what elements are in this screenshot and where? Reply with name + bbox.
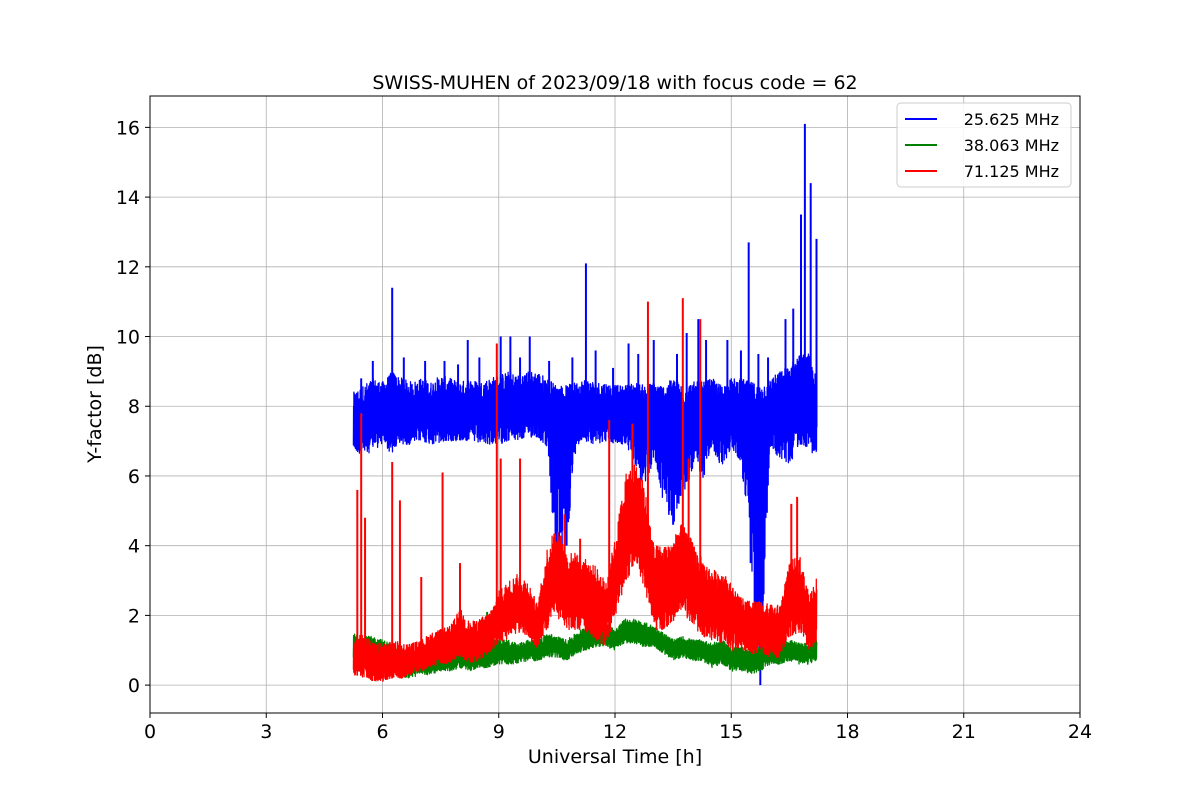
series-trace	[352, 353, 818, 668]
x-tick-label: 18	[835, 721, 859, 743]
y-tick-label: 16	[116, 117, 140, 139]
legend-label: 25.625 MHz	[964, 110, 1059, 129]
chart-title: SWISS-MUHEN of 2023/09/18 with focus cod…	[372, 72, 857, 94]
y-axis-label: Y-factor [dB]	[84, 345, 106, 464]
series-71-125-mhz	[352, 298, 818, 682]
y-tick-label: 6	[128, 466, 140, 488]
y-tick-label: 8	[128, 396, 140, 418]
x-tick-label: 12	[603, 721, 627, 743]
x-tick-label: 21	[952, 721, 976, 743]
x-axis-label: Universal Time [h]	[528, 746, 702, 768]
y-tick-label: 4	[128, 536, 140, 558]
series-layer	[352, 123, 818, 686]
y-tick-label: 12	[116, 257, 140, 279]
legend-label: 71.125 MHz	[964, 162, 1059, 181]
x-tick-label: 3	[260, 721, 272, 743]
legend: 25.625 MHz 38.063 MHz 71.125 MHz	[896, 102, 1072, 188]
series-25-625-mhz	[352, 123, 818, 686]
y-tick-label: 10	[116, 327, 140, 349]
x-tick-label: 0	[144, 721, 156, 743]
legend-box	[896, 102, 1072, 188]
y-tick-label: 14	[116, 187, 140, 209]
x-tick-label: 15	[719, 721, 743, 743]
legend-label: 38.063 MHz	[964, 136, 1059, 155]
x-tick-label: 6	[376, 721, 388, 743]
series-line	[353, 508, 818, 666]
x-tick-label: 24	[1068, 721, 1092, 743]
y-tick-label: 2	[128, 605, 140, 627]
y-tick-label: 0	[128, 675, 140, 697]
x-tick-label: 9	[493, 721, 505, 743]
